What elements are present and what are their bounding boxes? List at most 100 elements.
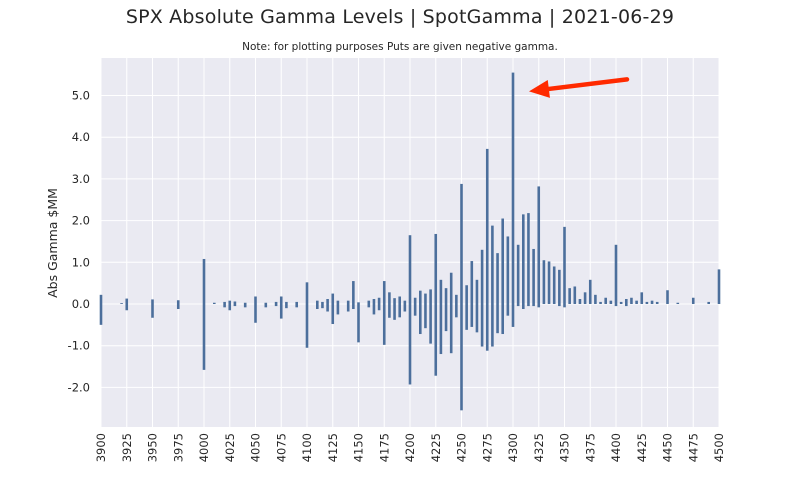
calls-bar	[511, 72, 515, 304]
calls-bar	[707, 301, 710, 304]
calls-bar	[202, 258, 206, 304]
y-tick-label: -1.0	[68, 339, 90, 353]
x-tick-label: 4300	[506, 433, 520, 462]
puts-bar	[563, 304, 566, 308]
puts-bar	[506, 304, 510, 316]
calls-bar	[274, 301, 278, 304]
calls-bar	[691, 297, 695, 304]
calls-bar	[676, 302, 680, 304]
calls-bar	[99, 294, 103, 304]
puts-bar	[372, 304, 376, 315]
puts-bar	[393, 304, 396, 320]
calls-bar	[305, 282, 309, 304]
x-tick-label: 4125	[326, 433, 340, 462]
calls-bar	[393, 298, 396, 304]
calls-bar	[367, 300, 371, 304]
calls-bar	[444, 288, 448, 304]
calls-bar	[614, 244, 618, 304]
calls-bar	[321, 301, 324, 304]
calls-bar	[527, 213, 530, 304]
puts-bar	[331, 304, 335, 325]
x-tick-label: 4450	[661, 433, 675, 462]
x-tick-label: 4250	[455, 433, 469, 462]
x-tick-label: 4075	[274, 433, 288, 462]
calls-bar	[640, 292, 644, 304]
x-tick-label: 4225	[429, 433, 443, 462]
puts-bar	[233, 304, 237, 307]
calls-bar	[516, 244, 520, 304]
calls-bar	[491, 225, 494, 304]
calls-bar	[619, 301, 623, 304]
calls-bar	[588, 279, 592, 304]
calls-bar	[254, 296, 257, 304]
x-tick-label: 4400	[609, 433, 623, 462]
red-arrow-annotation	[529, 77, 630, 98]
calls-bar	[655, 301, 659, 304]
x-tick-label: 4350	[558, 433, 572, 462]
puts-bar	[352, 304, 355, 310]
puts-bar	[176, 304, 180, 310]
puts-bar	[444, 304, 448, 332]
puts-bar	[305, 304, 309, 348]
puts-bar	[496, 304, 499, 334]
calls-bar	[547, 261, 551, 304]
puts-bar	[326, 304, 329, 312]
x-tick-label: 4000	[197, 433, 211, 462]
calls-bar	[604, 297, 607, 304]
calls-bar	[573, 286, 577, 304]
calls-bar	[666, 290, 669, 304]
calls-bar	[552, 266, 556, 304]
puts-bar	[336, 304, 340, 315]
puts-bar	[527, 304, 530, 307]
calls-bar	[485, 148, 489, 304]
puts-bar	[99, 304, 103, 325]
calls-bar	[449, 272, 453, 304]
arrow-head	[529, 79, 550, 98]
calls-bar	[496, 253, 499, 304]
puts-bar	[228, 304, 232, 311]
calls-bar	[717, 269, 721, 304]
calls-bar	[424, 293, 427, 304]
calls-bar	[532, 248, 535, 304]
puts-bar	[413, 304, 417, 316]
puts-bar	[382, 304, 386, 345]
puts-bar	[465, 304, 468, 330]
calls-bar	[645, 301, 649, 304]
calls-bar	[382, 281, 386, 304]
x-tick-label: 4100	[300, 433, 314, 462]
puts-bar	[501, 304, 504, 335]
calls-bar	[630, 297, 633, 304]
calls-bar	[264, 302, 268, 304]
puts-bar	[403, 304, 407, 312]
y-tick-label: -2.0	[68, 380, 90, 394]
y-tick-label: 0.0	[72, 297, 90, 311]
puts-bar	[279, 304, 283, 319]
puts-bar	[388, 304, 391, 318]
calls-bar	[352, 281, 355, 304]
puts-bar	[398, 304, 401, 318]
puts-bar	[439, 304, 443, 355]
calls-bar	[558, 269, 561, 304]
calls-bar	[223, 301, 226, 304]
y-axis-label: Abs Gamma $MM	[45, 188, 60, 298]
puts-bar	[475, 304, 479, 333]
x-tick-label: 3925	[120, 433, 134, 462]
puts-bar	[316, 304, 319, 310]
puts-bar	[274, 304, 278, 307]
calls-bar	[455, 294, 458, 304]
y-tick-label: 4.0	[72, 130, 90, 144]
calls-bar	[125, 298, 129, 304]
calls-bar	[429, 289, 432, 304]
x-tick-label: 3900	[94, 433, 108, 462]
calls-bar	[635, 300, 638, 304]
calls-bar	[243, 302, 247, 304]
calls-bar	[542, 260, 546, 304]
calls-bar	[357, 302, 360, 304]
calls-bar	[434, 233, 438, 304]
calls-bar	[233, 301, 237, 304]
calls-bar	[568, 288, 571, 304]
chart-subtitle: Note: for plotting purposes Puts are giv…	[242, 41, 558, 53]
calls-bar	[408, 235, 412, 304]
calls-bar	[475, 279, 479, 304]
calls-bar	[285, 301, 288, 304]
